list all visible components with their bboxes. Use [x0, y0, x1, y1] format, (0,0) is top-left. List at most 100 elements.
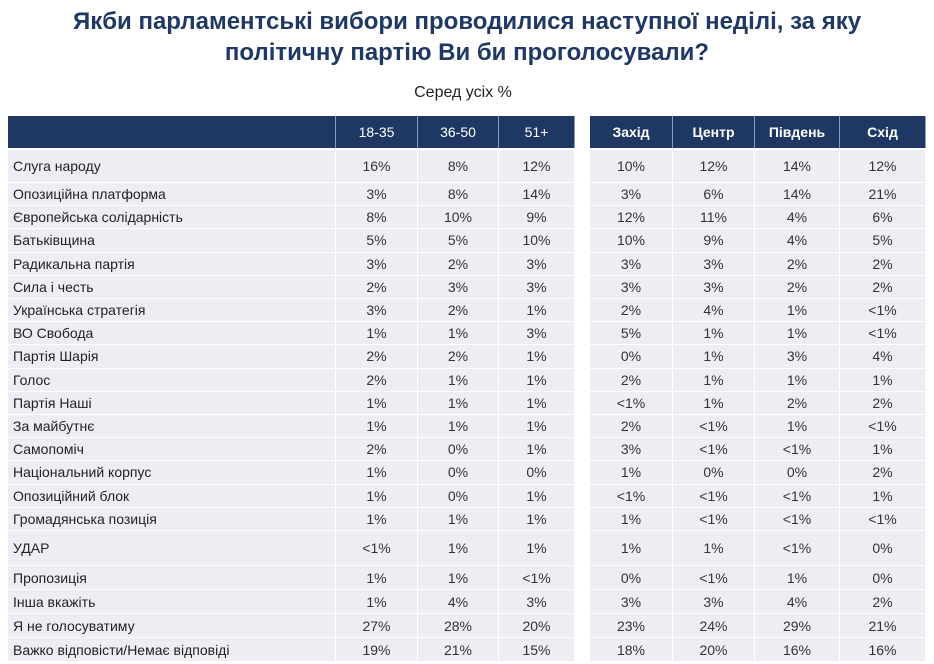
cell-value: 1%	[336, 590, 418, 614]
cell-value: 12%	[590, 206, 673, 230]
cell-value: 1%	[673, 368, 755, 392]
cell-value: 0%	[840, 566, 926, 590]
cell-value: 4%	[755, 590, 840, 614]
cell-value: 27%	[336, 614, 418, 638]
cell-value: 1%	[418, 507, 499, 531]
cell-value: 0%	[590, 566, 673, 590]
cell-value: 2%	[336, 438, 418, 462]
cell-value: 3%	[673, 275, 755, 299]
cell-value: 4%	[755, 206, 840, 230]
row-label: Опозиційний блок	[8, 484, 336, 508]
cell-value: 24%	[673, 614, 755, 638]
cell-value: 10%	[499, 229, 575, 253]
cell-value: 12%	[673, 150, 755, 183]
cell-value: 3%	[336, 183, 418, 207]
header-cell: 18-35	[336, 116, 418, 148]
cell-value: <1%	[499, 566, 575, 590]
cell-value: 1%	[499, 438, 575, 462]
cell-value: 2%	[755, 391, 840, 415]
cell-value: 0%	[755, 461, 840, 485]
row-label: Інша вкажіть	[8, 590, 336, 614]
row-label: Українська стратегія	[8, 299, 336, 323]
cell-value: 16%	[840, 638, 926, 662]
cell-value: 1%	[499, 391, 575, 415]
cell-value: 0%	[418, 438, 499, 462]
cell-value: 1%	[418, 566, 499, 590]
cell-value: 1%	[673, 345, 755, 369]
cell-value: 0%	[590, 345, 673, 369]
cell-value: 1%	[499, 484, 575, 508]
row-label: Слуга народу	[8, 150, 336, 183]
cell-value: 28%	[418, 614, 499, 638]
cell-value: <1%	[840, 507, 926, 531]
cell-value: 6%	[840, 206, 926, 230]
cell-value: 1%	[840, 368, 926, 392]
cell-value: 1%	[590, 531, 673, 566]
cell-value: 1%	[418, 368, 499, 392]
cell-value: 2%	[840, 391, 926, 415]
cell-value: 2%	[418, 299, 499, 323]
cell-value: <1%	[840, 415, 926, 439]
cell-value: 11%	[673, 206, 755, 230]
cell-value: 1%	[418, 322, 499, 346]
cell-value: 5%	[590, 322, 673, 346]
cell-value: <1%	[673, 507, 755, 531]
cell-value: <1%	[755, 438, 840, 462]
cell-value: 3%	[336, 252, 418, 276]
cell-value: 3%	[590, 183, 673, 207]
header-cell: Захід	[590, 116, 673, 148]
cell-value: 1%	[755, 566, 840, 590]
cell-value: 2%	[840, 252, 926, 276]
row-label: Пропозиція	[8, 566, 336, 590]
cell-value: 1%	[499, 299, 575, 323]
cell-value: 1%	[673, 391, 755, 415]
cell-value: 20%	[499, 614, 575, 638]
cell-value: 1%	[336, 566, 418, 590]
cell-value: 1%	[499, 531, 575, 566]
row-label: Опозиційна платформа	[8, 183, 336, 207]
cell-value: 3%	[590, 252, 673, 276]
cell-value: 3%	[673, 590, 755, 614]
cell-value: <1%	[590, 484, 673, 508]
row-label: ВО Свобода	[8, 322, 336, 346]
cell-value: 1%	[336, 415, 418, 439]
header-cell	[8, 116, 336, 148]
row-label: Самопоміч	[8, 438, 336, 462]
cell-value: 2%	[336, 368, 418, 392]
cell-value: <1%	[673, 566, 755, 590]
cell-value: 2%	[336, 345, 418, 369]
cell-value: 2%	[840, 275, 926, 299]
cell-value: 14%	[499, 183, 575, 207]
cell-value: <1%	[755, 531, 840, 566]
cell-value: 4%	[840, 345, 926, 369]
cell-value: 1%	[840, 484, 926, 508]
cell-value: 0%	[418, 461, 499, 485]
cell-value: 1%	[755, 368, 840, 392]
row-label: Громадянська позиція	[8, 507, 336, 531]
cell-value: 20%	[673, 638, 755, 662]
cell-value: 3%	[590, 590, 673, 614]
cell-value: 21%	[840, 614, 926, 638]
cell-value: 1%	[673, 322, 755, 346]
cell-value: 8%	[418, 150, 499, 183]
cell-value: 1%	[336, 322, 418, 346]
cell-value: <1%	[673, 484, 755, 508]
cell-value: 2%	[755, 275, 840, 299]
row-label: Батьківщина	[8, 229, 336, 253]
cell-value: 3%	[499, 275, 575, 299]
cell-value: 2%	[336, 275, 418, 299]
cell-value: 10%	[418, 206, 499, 230]
cell-value: 2%	[418, 252, 499, 276]
row-label: Голос	[8, 368, 336, 392]
cell-value: 5%	[418, 229, 499, 253]
header-cell: 36-50	[418, 116, 499, 148]
cell-value: 1%	[673, 531, 755, 566]
cell-value: 1%	[336, 484, 418, 508]
cell-value: 21%	[840, 183, 926, 207]
cell-value: 15%	[499, 638, 575, 662]
cell-value: 29%	[755, 614, 840, 638]
cell-value: 1%	[418, 415, 499, 439]
cell-value: 23%	[590, 614, 673, 638]
cell-value: 2%	[590, 368, 673, 392]
